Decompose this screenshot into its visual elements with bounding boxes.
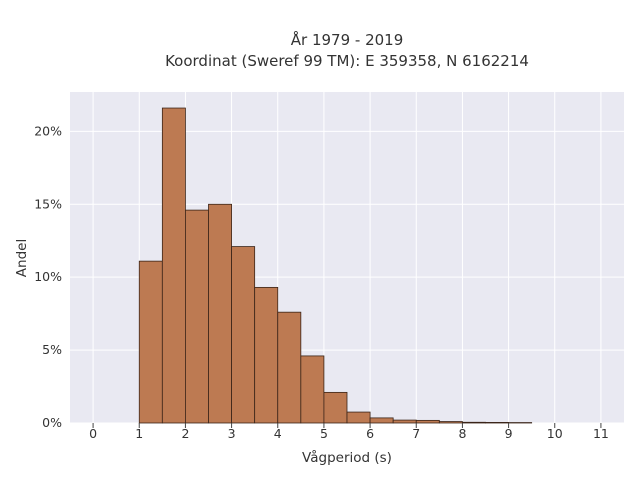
histogram-bar (369, 417, 394, 424)
histogram-bar (392, 419, 417, 424)
x-tick-label: 10 (547, 426, 563, 441)
y-axis: 0% 5% 10% 15% 20% (34, 123, 62, 430)
x-tick-label: 8 (458, 426, 466, 441)
y-tick-label: 20% (34, 123, 62, 138)
histogram-bar (161, 107, 186, 424)
histogram-bar (138, 260, 163, 424)
histogram-bar (485, 422, 509, 424)
histogram-bar (346, 411, 371, 424)
chart-title: År 1979 - 2019 (291, 30, 404, 49)
x-tick-label: 7 (412, 426, 420, 441)
x-tick-label: 1 (135, 426, 143, 441)
x-tick-label: 6 (366, 426, 374, 441)
x-tick-label: 4 (274, 426, 282, 441)
y-tick-label: 5% (42, 342, 62, 357)
y-tick-label: 15% (34, 196, 62, 211)
x-tick-label: 2 (181, 426, 189, 441)
y-axis-label: Andel (14, 239, 30, 277)
x-tick-label: 3 (228, 426, 236, 441)
histogram-bar (323, 391, 348, 424)
chart-subtitle: Koordinat (Sweref 99 TM): E 359358, N 61… (165, 52, 529, 70)
histogram-bar (185, 209, 209, 424)
histogram-bar (208, 203, 232, 424)
bars (138, 107, 533, 424)
histogram-bar (300, 355, 325, 424)
x-tick-label: 5 (320, 426, 328, 441)
x-axis-label: Vågperiod (s) (302, 449, 392, 466)
histogram-bar (415, 419, 440, 424)
histogram-bar (231, 246, 256, 424)
x-tick-label: 0 (89, 426, 97, 441)
y-tick-label: 0% (42, 415, 62, 430)
x-axis: 0 1 2 3 4 5 6 7 8 9 10 11 (89, 423, 609, 441)
histogram-bar (277, 311, 302, 424)
x-tick-label: 9 (505, 426, 513, 441)
histogram-bar (254, 286, 279, 424)
y-tick-label: 10% (34, 269, 62, 284)
x-tick-label: 11 (593, 426, 609, 441)
histogram-bar (438, 421, 463, 424)
histogram-bar (462, 421, 486, 424)
